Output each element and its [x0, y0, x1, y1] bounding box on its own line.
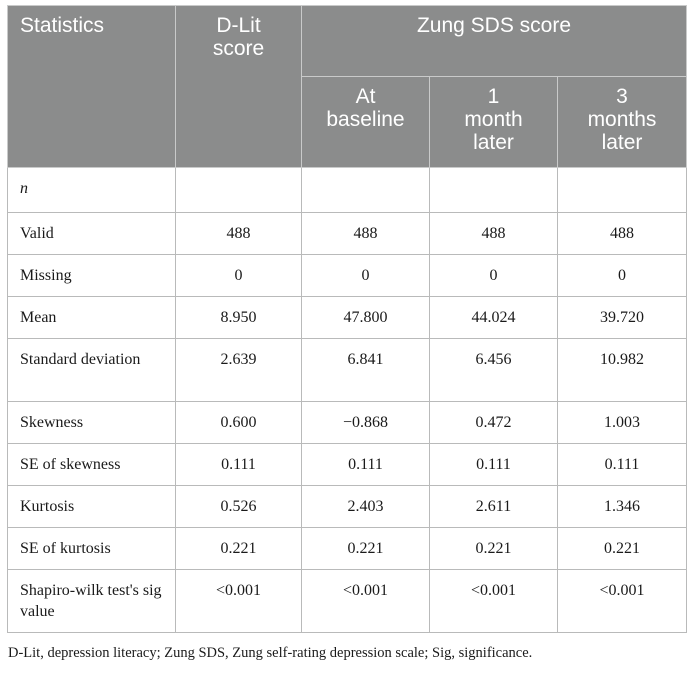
cell-value: 2.639 — [175, 338, 302, 402]
table-footnote: D-Lit, depression literacy; Zung SDS, Zu… — [8, 645, 533, 661]
cell-value: 0.526 — [175, 485, 302, 528]
header-1-month-later: 1 month later — [429, 76, 558, 168]
cell-value: 47.800 — [301, 296, 430, 339]
row-label: SE of kurtosis — [7, 527, 176, 570]
row-label: n — [7, 167, 176, 213]
statistics-table-container: Statistics D-Lit score Zung SDS score At… — [7, 5, 688, 662]
cell-value: <0.001 — [556, 569, 688, 633]
cell-value — [556, 167, 688, 213]
header-dlit-text: D-Lit score — [212, 14, 265, 60]
table-row: n — [7, 167, 688, 213]
cell-value: 0.221 — [175, 527, 302, 570]
header-at-baseline: At baseline — [301, 76, 430, 168]
table-row: SE of kurtosis 0.221 0.221 0.221 0.221 — [7, 527, 688, 570]
cell-value: <0.001 — [429, 569, 558, 633]
table-row: Standard deviation 2.639 6.841 6.456 10.… — [7, 338, 688, 402]
cell-value: 488 — [175, 212, 302, 255]
cell-value: 39.720 — [556, 296, 688, 339]
table-row: Kurtosis 0.526 2.403 2.611 1.346 — [7, 485, 688, 528]
cell-value: 0.472 — [429, 401, 558, 444]
row-label: Shapiro-wilk test's sig value — [7, 569, 176, 633]
table-row: SE of skewness 0.111 0.111 0.111 0.111 — [7, 443, 688, 486]
cell-value: 0.600 — [175, 401, 302, 444]
cell-value — [175, 167, 302, 213]
header-statistics: Statistics — [7, 5, 176, 168]
cell-value: 488 — [429, 212, 558, 255]
table-row: Mean 8.950 47.800 44.024 39.720 — [7, 296, 688, 339]
cell-value: 6.456 — [429, 338, 558, 402]
cell-value: 2.403 — [301, 485, 430, 528]
cell-value: 44.024 — [429, 296, 558, 339]
cell-value: 10.982 — [556, 338, 688, 402]
statistics-table: Statistics D-Lit score Zung SDS score At… — [7, 5, 688, 633]
cell-value: 1.346 — [556, 485, 688, 528]
cell-value: 2.611 — [429, 485, 558, 528]
row-label: Kurtosis — [7, 485, 176, 528]
header-zung-sds-score: Zung SDS score — [300, 5, 688, 77]
cell-value: 0.111 — [175, 443, 302, 486]
header-at-baseline-text: At baseline — [326, 85, 405, 131]
cell-value: −0.868 — [301, 401, 430, 444]
row-label: Skewness — [7, 401, 176, 444]
cell-value: 0.221 — [556, 527, 688, 570]
header-3-months-later: 3 months later — [556, 76, 688, 168]
row-label: Missing — [7, 254, 176, 297]
row-label: Standard deviation — [7, 338, 176, 402]
cell-value: 0.221 — [429, 527, 558, 570]
cell-value: <0.001 — [301, 569, 430, 633]
cell-value: 488 — [556, 212, 688, 255]
table-row: Missing 0 0 0 0 — [7, 254, 688, 297]
header-dlit-score: D-Lit score — [175, 5, 302, 168]
header-1-month-later-text: 1 month later — [464, 85, 523, 154]
header-3-months-later-text: 3 months later — [587, 85, 657, 154]
cell-value: 0.111 — [429, 443, 558, 486]
cell-value: 8.950 — [175, 296, 302, 339]
row-label: Valid — [7, 212, 176, 255]
row-label: SE of skewness — [7, 443, 176, 486]
cell-value: 0 — [429, 254, 558, 297]
cell-value: 1.003 — [556, 401, 688, 444]
cell-value: <0.001 — [175, 569, 302, 633]
cell-value: 0.111 — [301, 443, 430, 486]
cell-value: 0 — [556, 254, 688, 297]
cell-value: 0 — [175, 254, 302, 297]
cell-value: 488 — [301, 212, 430, 255]
table-row: Shapiro-wilk test's sig value <0.001 <0.… — [7, 569, 688, 633]
cell-value: 0 — [301, 254, 430, 297]
cell-value: 6.841 — [301, 338, 430, 402]
cell-value — [429, 167, 558, 213]
table-row: Skewness 0.600 −0.868 0.472 1.003 — [7, 401, 688, 444]
table-row: Valid 488 488 488 488 — [7, 212, 688, 255]
row-label: Mean — [7, 296, 176, 339]
cell-value — [301, 167, 430, 213]
cell-value: 0.111 — [556, 443, 688, 486]
cell-value: 0.221 — [301, 527, 430, 570]
